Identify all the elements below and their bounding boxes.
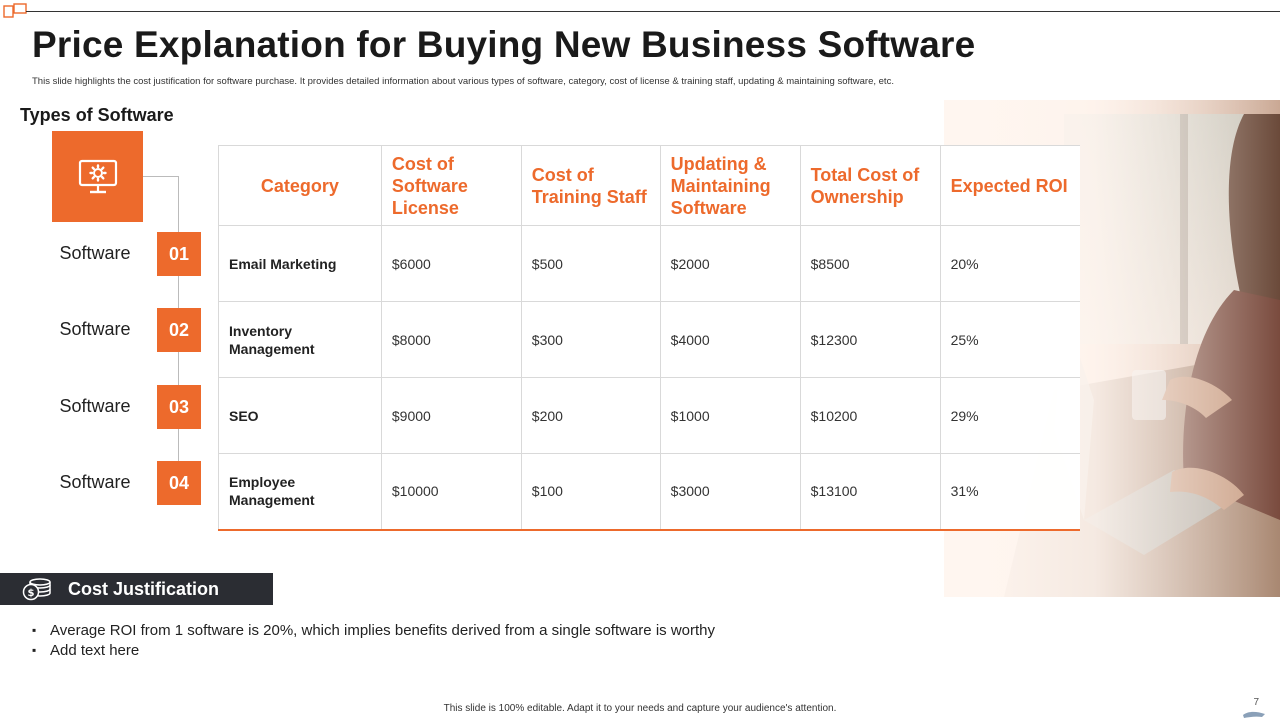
software-label: Software — [59, 319, 131, 339]
page-subtitle: This slide highlights the cost justifica… — [32, 76, 894, 87]
cost-justification-list: Average ROI from 1 software is 20%, whic… — [32, 621, 715, 660]
table-cell: 25% — [939, 301, 1080, 378]
cost-justification-bar: $ Cost Justification — [0, 573, 273, 605]
list-item: Average ROI from 1 software is 20%, whic… — [32, 621, 715, 641]
software-number-badge: 01 — [157, 232, 201, 276]
table-header-row: Category Cost of Software License Cost o… — [218, 145, 1080, 226]
table-cell: 31% — [939, 453, 1080, 531]
corner-logo-icon — [3, 3, 27, 18]
table-cell: $4000 — [659, 301, 801, 378]
software-icon-box — [52, 131, 143, 222]
column-header: Total Cost of Ownership — [799, 145, 941, 226]
table-row: Inventory Management $8000 $300 $4000 $1… — [218, 301, 1080, 378]
top-rule — [26, 11, 1280, 12]
table-cell: $13100 — [799, 453, 941, 531]
table-cell: $8500 — [799, 225, 941, 302]
table-row: Email Marketing $6000 $500 $2000 $8500 2… — [218, 225, 1080, 302]
column-header: Updating & Maintaining Software — [659, 145, 801, 226]
connector-line-horizontal — [143, 176, 179, 177]
column-header: Cost of Training Staff — [520, 145, 661, 226]
column-header: Cost of Software License — [380, 145, 522, 226]
table-cell: 20% — [939, 225, 1080, 302]
software-number-badge: 02 — [157, 308, 201, 352]
column-header: Expected ROI — [939, 145, 1080, 226]
table-row: SEO $9000 $200 $1000 $10200 29% — [218, 377, 1080, 454]
table-cell: $500 — [520, 225, 661, 302]
table-cell: $100 — [520, 453, 661, 531]
column-header: Category — [218, 145, 382, 226]
page-hand-icon — [1243, 711, 1265, 718]
table-cell: $12300 — [799, 301, 941, 378]
table-cell: Inventory Management — [218, 301, 382, 378]
software-label: Software — [59, 396, 131, 416]
page-number: 7 — [1253, 697, 1259, 708]
table-cell: $8000 — [380, 301, 522, 378]
table-cell: Employee Management — [218, 453, 382, 531]
svg-text:$: $ — [28, 588, 35, 599]
list-item: Add text here — [32, 641, 715, 661]
table-row: Employee Management $10000 $100 $3000 $1… — [218, 453, 1080, 531]
table-cell: $200 — [520, 377, 661, 454]
table-cell: $10000 — [380, 453, 522, 531]
table-cell: 29% — [939, 377, 1080, 454]
table-cell: SEO — [218, 377, 382, 454]
person-using-laptop-photo — [944, 100, 1280, 597]
footer-note: This slide is 100% editable. Adapt it to… — [443, 703, 837, 714]
table-cell: $3000 — [659, 453, 801, 531]
table-cell: $6000 — [380, 225, 522, 302]
software-number-badge: 04 — [157, 461, 201, 505]
cost-justification-title: Cost Justification — [68, 578, 220, 599]
table-cell: $1000 — [659, 377, 801, 454]
table-cell: $2000 — [659, 225, 801, 302]
page-title: Price Explanation for Buying New Busines… — [32, 24, 976, 65]
table-cell: Email Marketing — [218, 225, 382, 302]
table-cell: $9000 — [380, 377, 522, 454]
software-cost-table: Category Cost of Software License Cost o… — [218, 145, 1080, 531]
software-label: Software — [59, 243, 131, 263]
computer-gear-icon — [78, 159, 117, 193]
types-of-software-heading: Types of Software — [20, 105, 174, 125]
dollar-coins-icon: $ — [22, 578, 51, 601]
software-number-badge: 03 — [157, 385, 201, 429]
table-cell: $300 — [520, 301, 661, 378]
software-label: Software — [59, 472, 131, 492]
table-cell: $10200 — [799, 377, 941, 454]
